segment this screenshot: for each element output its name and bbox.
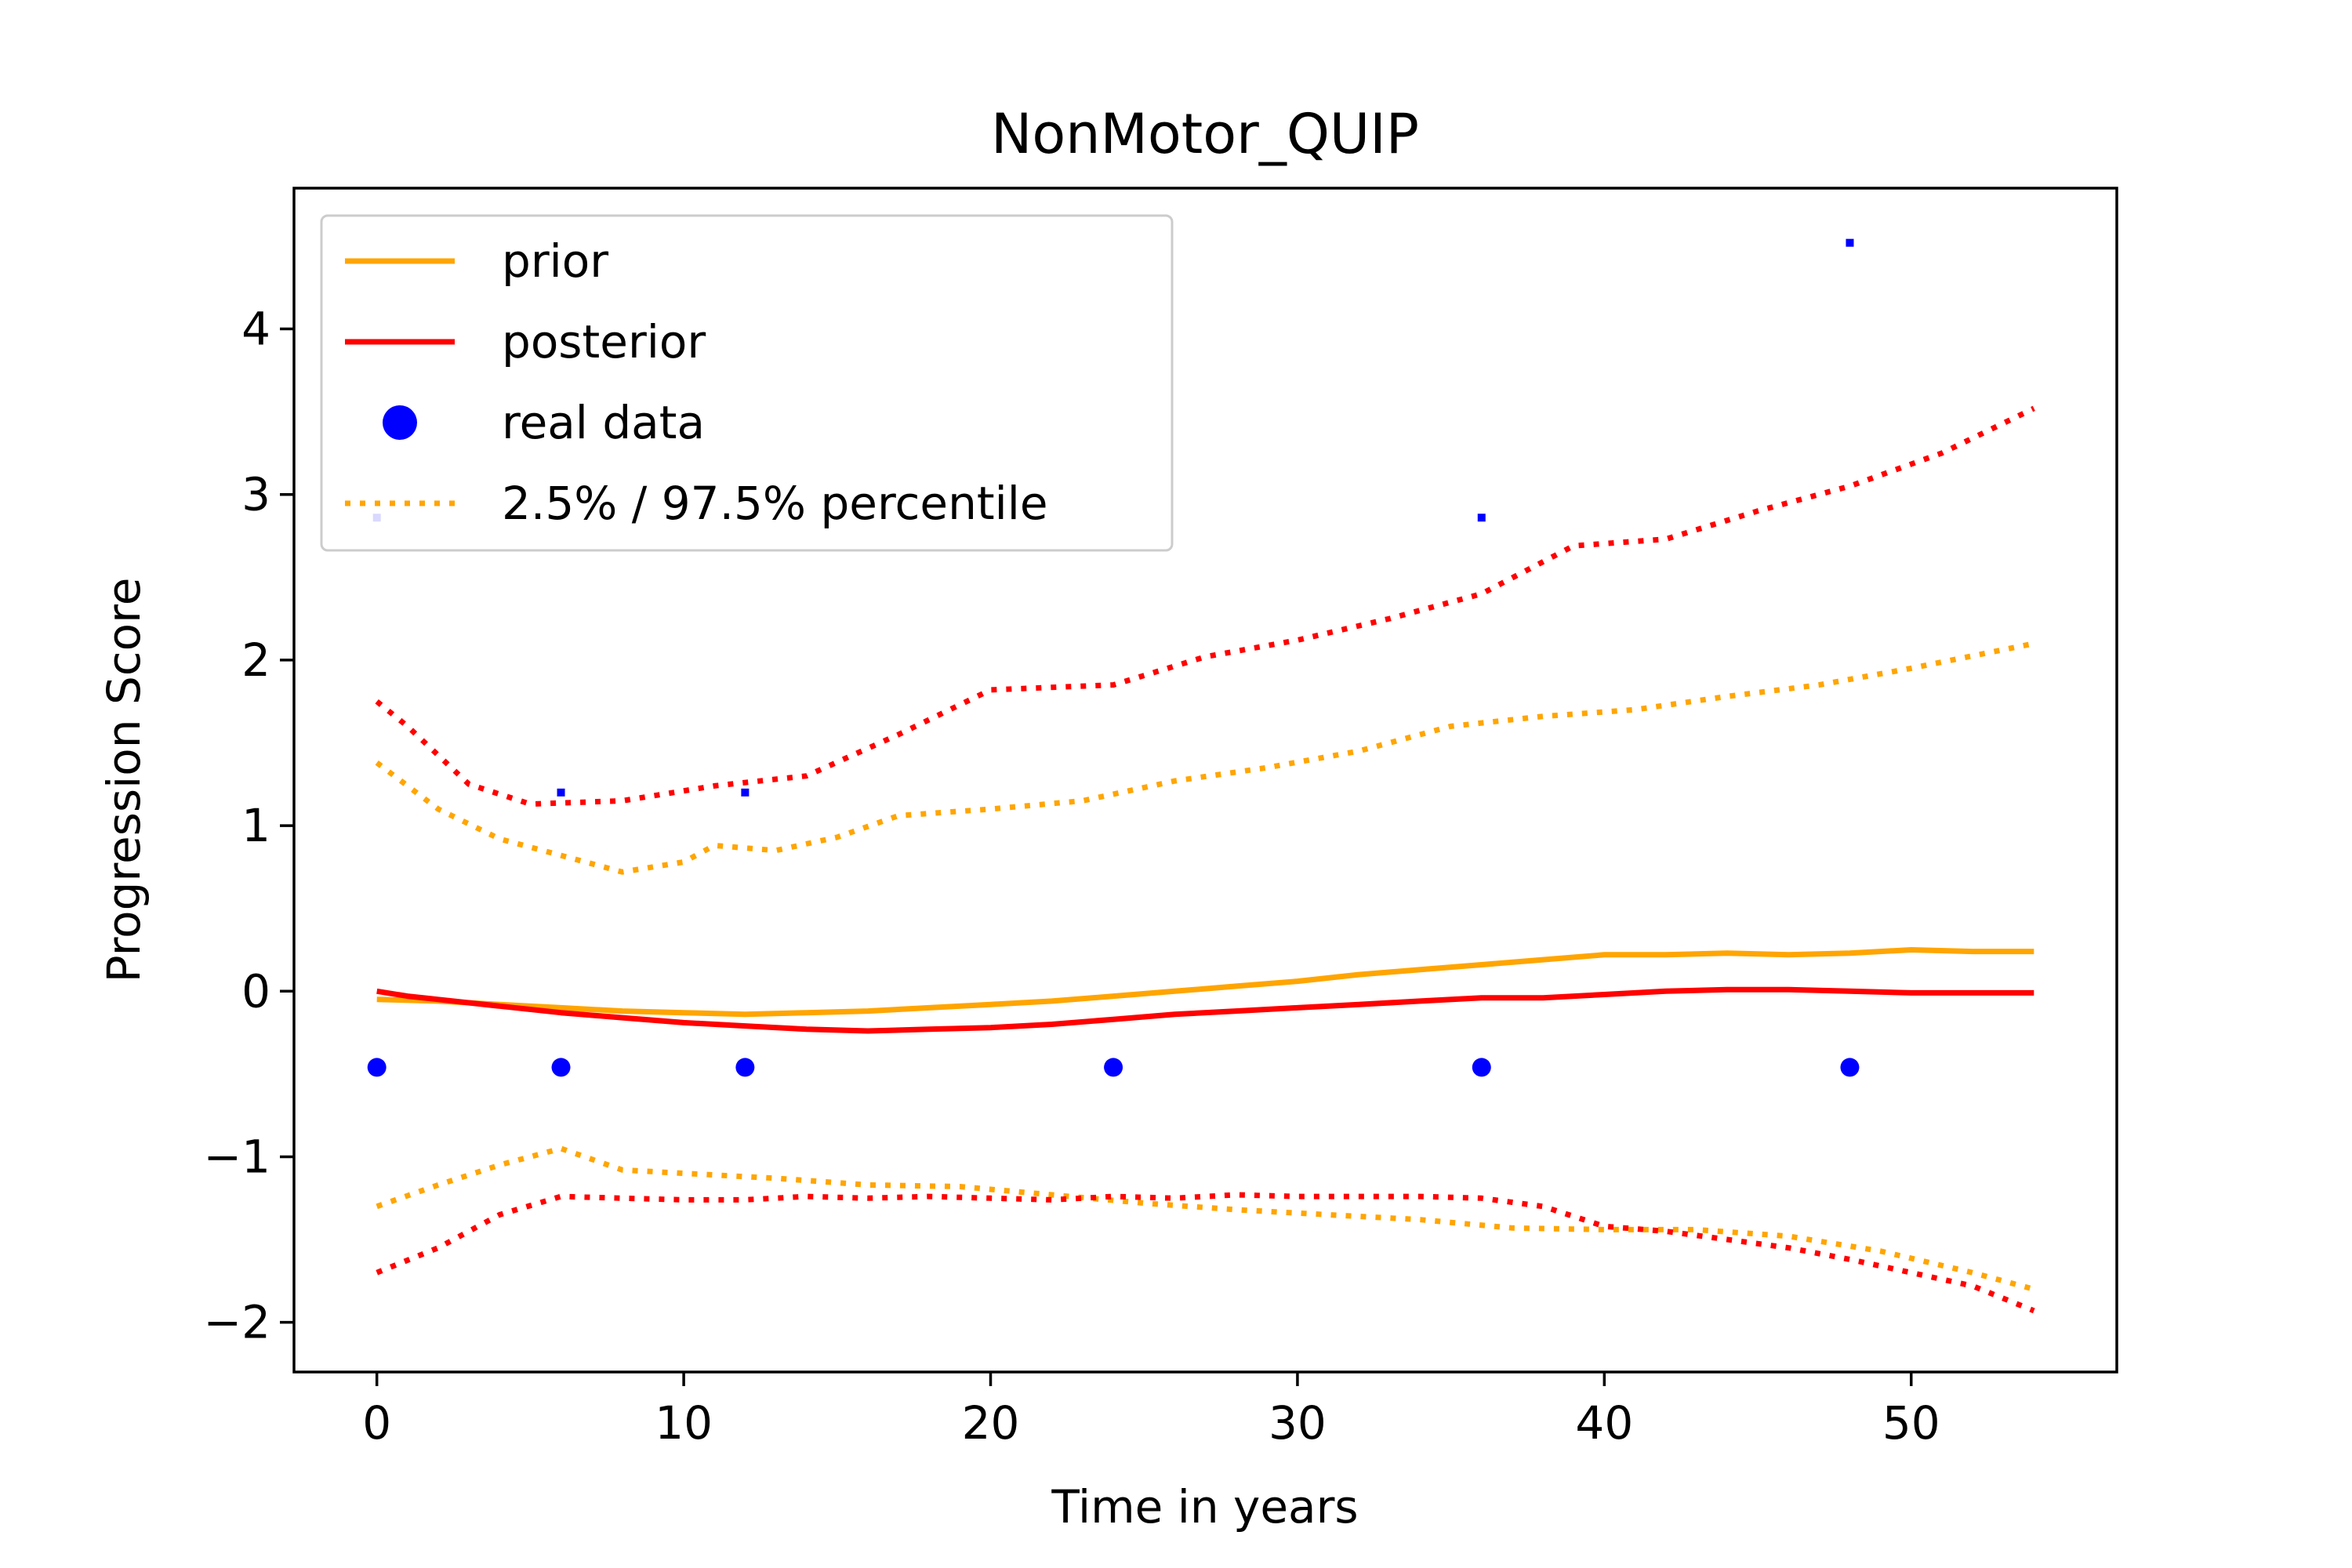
data-point (1104, 1058, 1123, 1077)
y-tick-label: −2 (204, 1296, 271, 1349)
x-tick-label: 30 (1269, 1396, 1327, 1450)
plot-frame (292, 187, 2118, 1374)
y-tick-label: 2 (241, 633, 270, 687)
x-tick-label: 40 (1575, 1396, 1633, 1450)
y-tick-label: 4 (241, 303, 270, 356)
data-point (367, 1058, 387, 1077)
legend-label: real data (502, 396, 705, 449)
x-tick-label: 10 (655, 1396, 713, 1450)
plot-data (367, 238, 2035, 1314)
legend-label: posterior (502, 315, 706, 368)
data-point (1472, 1058, 1491, 1077)
legend-label: prior (502, 234, 608, 288)
data-point (1840, 1058, 1860, 1077)
legend-item-posterior: posterior (345, 315, 706, 368)
legend-marker (383, 405, 417, 440)
x-axis: 0 10 20 30 40 50 (362, 1372, 1940, 1450)
x-tick-label: 50 (1882, 1396, 1940, 1450)
data-point (741, 788, 750, 797)
y-tick-label: 0 (241, 964, 270, 1018)
series-line-posterior-97-5-percentile (375, 405, 2035, 808)
data-point (735, 1058, 755, 1077)
y-axis: −2 −1 0 1 2 3 4 (204, 303, 294, 1349)
legend-item-2-5-97-5-percentile: 2.5% / 97.5% percentile (345, 477, 1048, 530)
y-tick-label: 1 (241, 799, 270, 852)
series-line-posterior (376, 986, 2034, 1034)
legend-label: 2.5% / 97.5% percentile (502, 477, 1048, 530)
y-tick-label: −1 (204, 1130, 271, 1183)
data-point (557, 788, 565, 797)
chart-title: NonMotor_QUIP (991, 102, 1419, 166)
series-line-prior-97-5-percentile (375, 641, 2034, 875)
series-line-prior (376, 947, 2034, 1018)
y-tick-label: 3 (241, 468, 270, 521)
legend-item-prior: prior (345, 234, 608, 288)
data-point (551, 1058, 571, 1077)
x-tick-label: 20 (962, 1396, 1020, 1450)
legend-box (320, 214, 1174, 552)
y-axis-label: Progression Score (97, 578, 151, 983)
legend: prior posterior real data 2.5% / 97.5% perc… (320, 214, 1174, 552)
series-line-posterior-2-5-percentile (376, 1192, 2035, 1314)
data-point (1477, 514, 1486, 522)
x-axis-label: Time in years (1051, 1480, 1358, 1534)
data-point (1846, 238, 1854, 247)
legend-item-real-data: real data (383, 396, 705, 449)
x-tick-label: 0 (362, 1396, 391, 1450)
